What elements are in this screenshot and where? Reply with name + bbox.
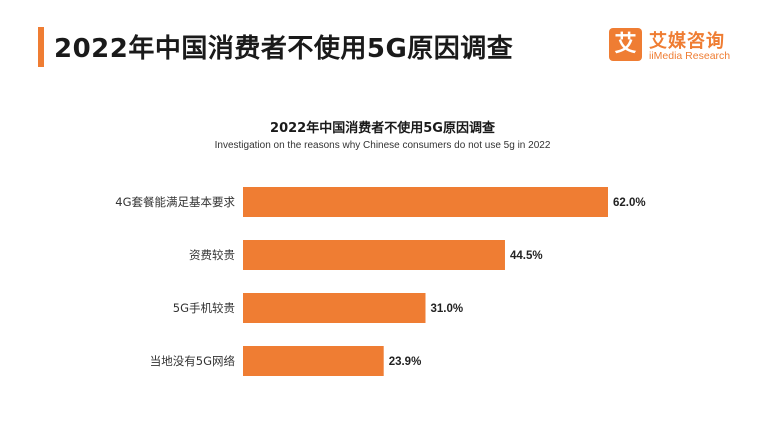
- brand-logo: 艾 艾媒咨询 iiMedia Research: [609, 28, 749, 68]
- category-label-2: 5G手机较贵: [173, 301, 235, 315]
- page-title: 2022年中国消费者不使用5G原因调查: [54, 34, 514, 64]
- bar-1: [243, 240, 505, 270]
- category-label-0: 4G套餐能满足基本要求: [115, 195, 235, 209]
- category-label-3: 当地没有5G网络: [150, 354, 236, 368]
- value-label-0: 62.0%: [613, 197, 646, 209]
- value-label-1: 44.5%: [510, 250, 543, 262]
- title-accent-bar: [38, 27, 44, 67]
- brand-mark-icon: 艾: [609, 28, 642, 61]
- bar-2: [243, 293, 426, 323]
- chart-title: 2022年中国消费者不使用5G原因调查: [270, 121, 495, 136]
- value-label-3: 23.9%: [389, 356, 422, 368]
- brand-name: 艾媒咨询: [649, 31, 725, 52]
- bar-0: [243, 187, 608, 217]
- chart-subtitle: Investigation on the reasons why Chinese…: [214, 140, 551, 151]
- brand-subtitle: iiMedia Research: [649, 50, 731, 62]
- value-label-2: 31.0%: [431, 303, 464, 315]
- category-label-1: 资费较贵: [189, 248, 235, 262]
- bar-3: [243, 346, 384, 376]
